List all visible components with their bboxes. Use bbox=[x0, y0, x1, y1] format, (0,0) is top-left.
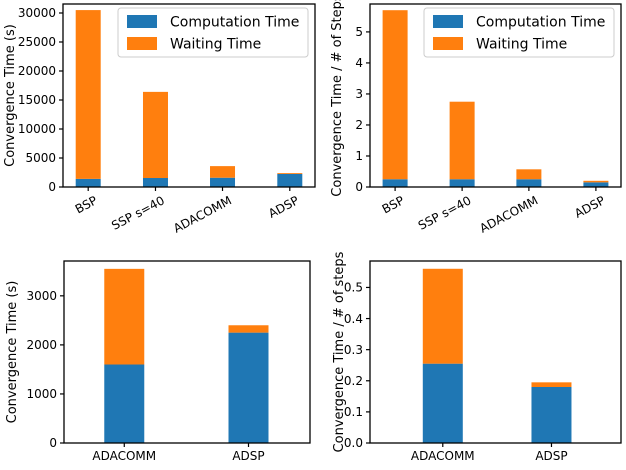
axes-frame bbox=[62, 3, 316, 188]
legend-label-computation-time: Computation Time bbox=[476, 14, 605, 30]
bar-segment-adacomm-waiting-time bbox=[422, 268, 463, 364]
y-tick-label: 0.2 bbox=[344, 374, 363, 388]
bar-segment-adacomm-waiting-time bbox=[516, 169, 542, 180]
x-tick-label-adacomm: ADACOMM bbox=[171, 193, 234, 235]
y-tick-label: 1 bbox=[355, 149, 363, 163]
bar-segment-adsp-waiting-time bbox=[228, 325, 269, 333]
chart-convergence-time-all-methods: 0 5000 10000 15000 20000 25000 30000Convergenc… bbox=[3, 3, 316, 236]
bar-segment-adacomm-computation-time bbox=[516, 179, 542, 187]
bar-segment-bsp-computation-time bbox=[75, 178, 101, 187]
legend-label-waiting-time: Waiting Time bbox=[170, 36, 261, 52]
bar-segment-adacomm-computation-time bbox=[104, 364, 145, 443]
legend-swatch-waiting-time bbox=[433, 37, 463, 50]
y-tick-label: 2000 bbox=[26, 338, 57, 352]
x-tick-label-adsp: ADSP bbox=[266, 193, 301, 221]
bar-segment-ssp-s-40-computation-time bbox=[142, 178, 168, 187]
chart-time-per-step-all-methods: 0 1 2 3 4 5 Convergence Time / # of Steps BSP SS… bbox=[330, 0, 622, 236]
bar-segment-adacomm-waiting-time bbox=[104, 268, 145, 365]
y-axis-label: Convergence Time (s) bbox=[5, 281, 20, 424]
y-tick-label: 0.4 bbox=[344, 312, 363, 326]
x-tick-label-adacomm: ADACOMM bbox=[477, 193, 540, 235]
y-tick-label: 1000 bbox=[26, 387, 57, 401]
y-tick-label: 30000 bbox=[18, 6, 56, 20]
y-tick-label: 0.0 bbox=[344, 436, 363, 450]
bar-segment-ssp-s-40-waiting-time bbox=[142, 91, 168, 179]
legend-box bbox=[117, 7, 309, 58]
bar-segment-adsp-waiting-time bbox=[277, 173, 303, 174]
axes-frame bbox=[63, 260, 311, 444]
y-axis-label: Convergence Time / # of Steps bbox=[330, 0, 345, 197]
y-tick-label: 3 bbox=[355, 87, 363, 101]
axes-frame bbox=[369, 3, 622, 188]
y-tick-label: 10000 bbox=[18, 122, 56, 136]
x-tick-label-adacomm: ADACOMM bbox=[92, 449, 156, 463]
bar-segment-ssp-s-40-computation-time bbox=[449, 179, 475, 187]
y-tick-label: 20000 bbox=[18, 64, 56, 78]
legend-swatch-computation-time bbox=[127, 15, 157, 28]
bar-segment-adsp-computation-time bbox=[583, 182, 609, 187]
y-tick-label: 5 bbox=[355, 25, 363, 39]
legend-label-waiting-time: Waiting Time bbox=[476, 36, 567, 52]
bar-segment-bsp-computation-time bbox=[382, 179, 408, 187]
x-tick-label-adsp: ADSP bbox=[535, 449, 567, 463]
bar-segment-bsp-waiting-time bbox=[382, 10, 408, 180]
axes-frame bbox=[369, 260, 622, 444]
bar-segment-ssp-s-40-waiting-time bbox=[449, 101, 475, 180]
x-tick-label-ssp-s-40: SSP s=40 bbox=[416, 193, 474, 233]
y-axis-label: Convergence Time / # of steps bbox=[332, 251, 347, 452]
y-tick-label: 15000 bbox=[18, 93, 56, 107]
bar-segment-adsp-computation-time bbox=[277, 173, 303, 187]
y-tick-label: 0.3 bbox=[344, 343, 363, 357]
x-tick-label-bsp: BSP bbox=[380, 193, 407, 216]
legend-label-computation-time: Computation Time bbox=[170, 14, 299, 30]
x-tick-label-bsp: BSP bbox=[73, 193, 100, 216]
y-tick-label: 4 bbox=[355, 56, 363, 70]
y-axis-label: Convergence Time (s) bbox=[3, 24, 18, 167]
y-tick-label: 0 bbox=[355, 180, 363, 194]
y-tick-label: 2 bbox=[355, 118, 363, 132]
y-tick-label: 0 bbox=[49, 436, 57, 450]
x-tick-label-adsp: ADSP bbox=[572, 193, 607, 221]
y-tick-label: 0 bbox=[48, 180, 56, 194]
bar-segment-adsp-computation-time bbox=[228, 332, 269, 443]
y-tick-label: 5000 bbox=[25, 151, 56, 165]
x-tick-label-adacomm: ADACOMM bbox=[411, 449, 475, 463]
bar-segment-adacomm-computation-time bbox=[210, 177, 236, 187]
legend-box bbox=[423, 7, 615, 58]
y-tick-label: 0.5 bbox=[344, 281, 363, 295]
x-tick-label-adsp: ADSP bbox=[232, 449, 264, 463]
y-tick-label: 25000 bbox=[18, 35, 56, 49]
legend-swatch-computation-time bbox=[433, 15, 463, 28]
bar-segment-adsp-waiting-time bbox=[531, 382, 572, 387]
bar-segment-adacomm-waiting-time bbox=[210, 166, 236, 178]
y-tick-label: 0.1 bbox=[344, 405, 363, 419]
bar-segment-bsp-waiting-time bbox=[75, 10, 101, 179]
bar-segment-adacomm-computation-time bbox=[422, 363, 463, 443]
chart-convergence-time-adacomm-vs-adsp: 0 1000 2000 3000 Convergence Time (s) ADACOMM… bbox=[5, 260, 311, 463]
bar-segment-adsp-waiting-time bbox=[583, 180, 609, 183]
y-tick-label: 3000 bbox=[26, 289, 57, 303]
legend-swatch-waiting-time bbox=[127, 37, 157, 50]
x-tick-label-ssp-s-40: SSP s=40 bbox=[109, 193, 167, 233]
bar-segment-adsp-computation-time bbox=[531, 387, 572, 443]
